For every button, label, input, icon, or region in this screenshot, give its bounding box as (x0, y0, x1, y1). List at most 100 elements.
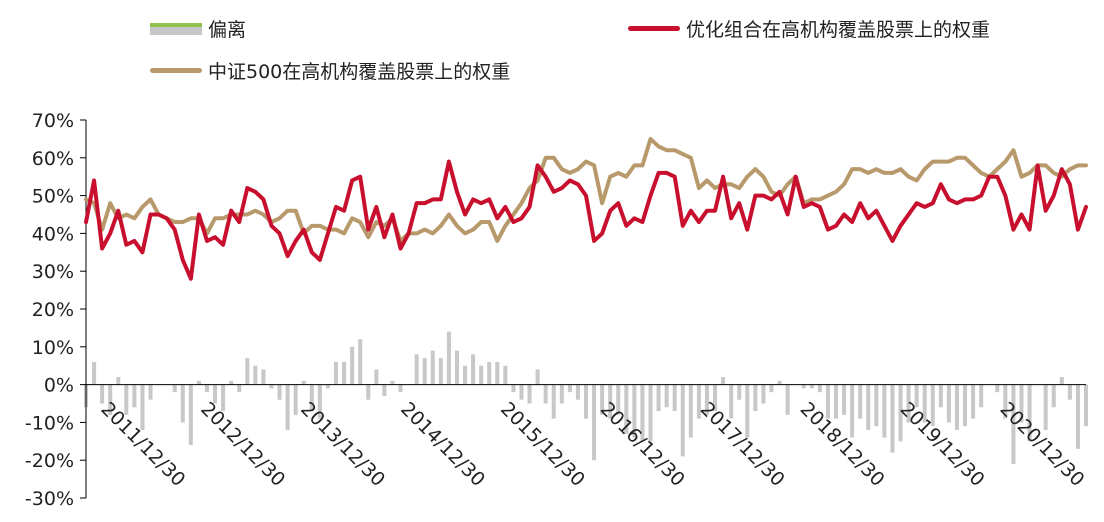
deviation-bar (890, 384, 895, 453)
deviation-bar (342, 361, 347, 385)
deviation-bar (317, 384, 322, 419)
deviation-bar (446, 331, 451, 385)
deviation-bar (479, 365, 484, 385)
deviation-bar (237, 384, 242, 393)
deviation-bar (358, 339, 363, 385)
deviation-bar (624, 384, 629, 434)
deviation-bar (527, 384, 532, 404)
deviation-bar (1067, 384, 1072, 400)
deviation-bar (454, 350, 459, 385)
deviation-bar (1083, 384, 1089, 427)
deviation-bar (301, 380, 306, 385)
y-tick-label: 60% (32, 148, 74, 170)
deviation-bar (954, 384, 959, 430)
deviation-bar (519, 384, 524, 400)
deviation-bar (963, 384, 968, 427)
deviation-bar (463, 365, 468, 385)
deviation-bar (688, 384, 693, 438)
deviation-bar (648, 384, 653, 442)
legend-optimized: 优化组合在高机构覆盖股票上的权重 (628, 15, 990, 42)
deviation-bar (971, 384, 976, 419)
deviation-bar (398, 384, 403, 393)
y-tick-label: 10% (32, 337, 74, 359)
deviation-bar (180, 384, 185, 423)
series-csi500-line (84, 136, 1088, 243)
deviation-bar (1011, 384, 1016, 464)
deviation-bar (140, 384, 145, 430)
deviation-bar (600, 384, 605, 415)
y-tick-label: -20% (25, 450, 74, 472)
deviation-bar (285, 384, 290, 430)
deviation-bar (721, 377, 726, 385)
deviation-bar (503, 365, 508, 385)
deviation-bar (914, 384, 919, 408)
deviation-bar (745, 384, 750, 438)
deviation-bar (172, 384, 177, 393)
deviation-bar (261, 369, 266, 385)
legend-deviation-swatch (150, 22, 202, 35)
deviation-bar (608, 384, 613, 419)
deviation-bar (753, 384, 758, 412)
deviation-bar (938, 384, 943, 408)
deviation-bar (801, 384, 806, 389)
deviation-bar (672, 384, 677, 412)
deviation-bar (559, 384, 564, 404)
deviation-bar (422, 358, 427, 385)
deviation-bar (374, 369, 379, 385)
series-optimized-line (84, 159, 1088, 281)
x-tick-label: 2013/12/30 (296, 398, 389, 491)
deviation-bar (898, 384, 903, 442)
deviation-bar (1027, 384, 1032, 442)
deviation-bar (333, 361, 339, 385)
deviation-bar (188, 384, 193, 446)
y-tick-label: 0% (44, 375, 74, 397)
deviation-bar (664, 384, 669, 408)
legend-csi500-swatch (150, 68, 202, 73)
y-tick-label: -30% (25, 488, 74, 510)
deviation-bar (116, 377, 121, 385)
y-tick-label: 50% (32, 186, 74, 208)
deviation-bar (382, 384, 387, 396)
deviation-bar (680, 384, 685, 457)
deviation-bar (833, 384, 839, 419)
deviation-bar (882, 384, 887, 438)
y-tick-label: -10% (25, 412, 74, 434)
deviation-bar (100, 384, 105, 404)
y-tick-label: 70% (32, 110, 74, 132)
x-tick-label: 2014/12/30 (396, 398, 489, 491)
deviation-bar (511, 384, 516, 393)
deviation-bar (414, 354, 419, 385)
legend-deviation: 偏离 (150, 15, 246, 42)
deviation-bar (583, 384, 589, 419)
x-tick-label: 2015/12/30 (496, 398, 589, 491)
deviation-bar (842, 384, 847, 415)
deviation-bar (1003, 384, 1008, 419)
y-tick-label: 40% (32, 223, 74, 245)
deviation-bar (196, 380, 201, 385)
deviation-bar (108, 384, 113, 415)
deviation-bar (124, 384, 129, 415)
legend-deviation-label: 偏离 (208, 19, 247, 41)
deviation-bar (729, 384, 734, 419)
deviation-bar (204, 384, 209, 393)
y-tick-label: 30% (32, 261, 74, 283)
deviation-bar (616, 384, 621, 415)
deviation-bar (535, 369, 540, 385)
deviation-bar (850, 384, 855, 438)
deviation-bar (325, 384, 330, 389)
deviation-bar (704, 384, 709, 415)
deviation-bar (92, 361, 97, 385)
deviation-bar (785, 384, 790, 415)
deviation-bar (430, 350, 435, 385)
deviation-bar (543, 384, 548, 404)
deviation-bar (713, 384, 718, 412)
legend-csi500-label: 中证500在高机构覆盖股票上的权重 (208, 61, 511, 83)
deviation-bar (906, 384, 911, 423)
deviation-bar (1059, 377, 1064, 385)
deviation-bar (946, 384, 951, 423)
deviation-bar (132, 384, 137, 408)
deviation-bar (696, 384, 701, 419)
x-tick-label: 2020/12/30 (996, 398, 1089, 491)
deviation-bar (293, 384, 298, 415)
